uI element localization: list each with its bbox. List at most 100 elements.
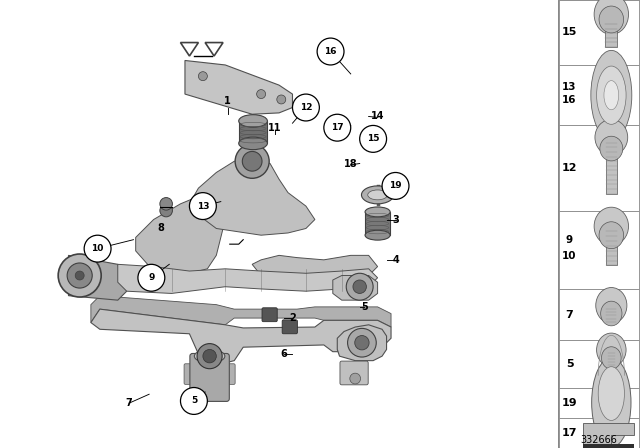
Ellipse shape bbox=[596, 66, 626, 125]
Polygon shape bbox=[252, 255, 378, 284]
Text: 9: 9 bbox=[566, 235, 573, 245]
Circle shape bbox=[160, 198, 172, 210]
Ellipse shape bbox=[601, 301, 622, 326]
Ellipse shape bbox=[594, 207, 628, 246]
Circle shape bbox=[353, 280, 367, 293]
Ellipse shape bbox=[599, 222, 623, 249]
Ellipse shape bbox=[239, 115, 268, 127]
Circle shape bbox=[360, 125, 387, 152]
FancyBboxPatch shape bbox=[221, 364, 235, 384]
FancyBboxPatch shape bbox=[262, 308, 277, 322]
Text: 8: 8 bbox=[157, 224, 164, 233]
Circle shape bbox=[203, 349, 216, 363]
Text: 16: 16 bbox=[324, 47, 337, 56]
Text: 18: 18 bbox=[344, 159, 358, 168]
Text: 11: 11 bbox=[268, 123, 282, 133]
Polygon shape bbox=[91, 309, 391, 365]
Bar bbox=[607, 350, 615, 376]
FancyBboxPatch shape bbox=[190, 353, 229, 401]
Circle shape bbox=[189, 193, 216, 220]
Polygon shape bbox=[68, 255, 127, 300]
Polygon shape bbox=[136, 193, 225, 273]
Ellipse shape bbox=[604, 81, 619, 110]
Bar bbox=[559, 340, 639, 388]
Text: 6: 6 bbox=[280, 349, 287, 359]
Text: 5: 5 bbox=[566, 359, 573, 369]
Circle shape bbox=[243, 151, 262, 171]
Circle shape bbox=[317, 38, 344, 65]
Text: 13: 13 bbox=[563, 82, 577, 92]
Text: 5: 5 bbox=[361, 302, 367, 312]
Bar bbox=[607, 306, 616, 322]
Ellipse shape bbox=[595, 120, 628, 155]
FancyBboxPatch shape bbox=[340, 361, 368, 385]
Circle shape bbox=[75, 271, 84, 280]
Text: 2: 2 bbox=[289, 313, 296, 323]
Circle shape bbox=[257, 90, 266, 99]
Polygon shape bbox=[582, 423, 634, 448]
Text: 12: 12 bbox=[300, 103, 312, 112]
Ellipse shape bbox=[368, 190, 387, 200]
Text: 13: 13 bbox=[196, 202, 209, 211]
Ellipse shape bbox=[596, 333, 626, 366]
Text: 7: 7 bbox=[566, 310, 573, 320]
Bar bbox=[606, 138, 617, 194]
Text: 16: 16 bbox=[563, 95, 577, 105]
Ellipse shape bbox=[602, 347, 621, 369]
FancyBboxPatch shape bbox=[184, 364, 198, 384]
Bar bbox=[605, 20, 618, 47]
Circle shape bbox=[346, 273, 373, 300]
Polygon shape bbox=[189, 157, 315, 235]
Circle shape bbox=[382, 172, 409, 199]
Circle shape bbox=[235, 144, 269, 178]
Ellipse shape bbox=[239, 137, 268, 150]
Bar bbox=[559, 0, 639, 65]
Ellipse shape bbox=[596, 288, 627, 323]
Ellipse shape bbox=[591, 358, 631, 447]
Text: 10: 10 bbox=[92, 244, 104, 253]
Polygon shape bbox=[118, 264, 378, 293]
FancyBboxPatch shape bbox=[282, 320, 298, 334]
Bar bbox=[559, 289, 639, 340]
Text: 19: 19 bbox=[389, 181, 402, 190]
Ellipse shape bbox=[598, 366, 625, 420]
Bar bbox=[559, 388, 639, 418]
Polygon shape bbox=[333, 276, 378, 300]
Circle shape bbox=[180, 388, 207, 414]
Text: 19: 19 bbox=[562, 397, 577, 408]
Circle shape bbox=[84, 235, 111, 262]
Text: 9: 9 bbox=[148, 273, 154, 282]
Circle shape bbox=[138, 264, 165, 291]
Text: 3: 3 bbox=[392, 215, 399, 224]
Circle shape bbox=[67, 263, 92, 288]
Text: 15: 15 bbox=[367, 134, 380, 143]
Polygon shape bbox=[185, 60, 292, 114]
Ellipse shape bbox=[195, 349, 225, 363]
Circle shape bbox=[355, 336, 369, 350]
Polygon shape bbox=[91, 296, 391, 327]
Circle shape bbox=[198, 72, 207, 81]
Text: 17: 17 bbox=[562, 428, 577, 438]
Bar bbox=[239, 121, 268, 143]
Polygon shape bbox=[337, 325, 387, 361]
Bar bbox=[365, 212, 390, 235]
Text: 12: 12 bbox=[562, 163, 577, 173]
Bar bbox=[559, 418, 639, 448]
Circle shape bbox=[348, 328, 376, 357]
Circle shape bbox=[160, 204, 172, 217]
Bar bbox=[582, 444, 634, 448]
Bar bbox=[559, 65, 639, 125]
Ellipse shape bbox=[599, 6, 623, 33]
Ellipse shape bbox=[600, 136, 623, 161]
Bar bbox=[559, 211, 639, 289]
Text: 4: 4 bbox=[392, 255, 399, 265]
Ellipse shape bbox=[365, 230, 390, 240]
Text: 1: 1 bbox=[224, 96, 231, 106]
Circle shape bbox=[276, 95, 286, 104]
Ellipse shape bbox=[239, 151, 266, 172]
Ellipse shape bbox=[591, 51, 632, 140]
Ellipse shape bbox=[362, 186, 394, 204]
Circle shape bbox=[58, 254, 101, 297]
Text: 10: 10 bbox=[563, 251, 577, 261]
Circle shape bbox=[324, 114, 351, 141]
